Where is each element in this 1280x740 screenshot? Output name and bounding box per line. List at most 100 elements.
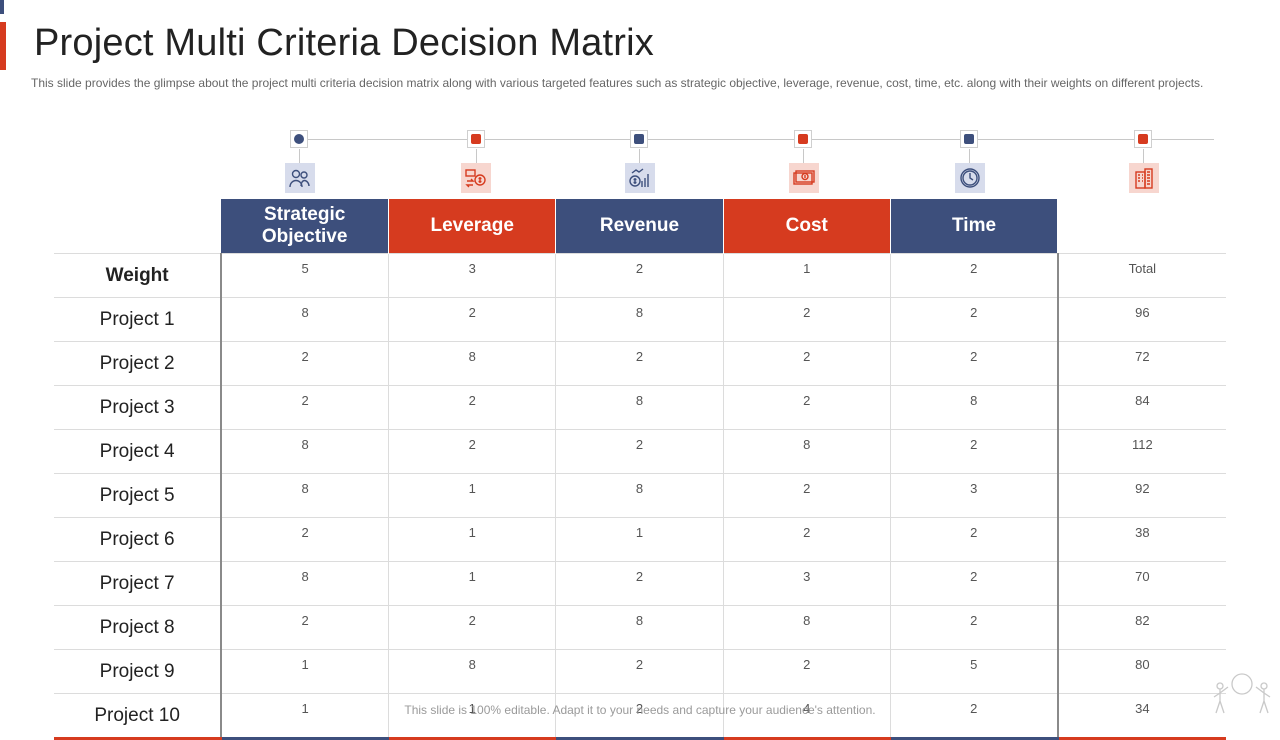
marker-dot [294,134,304,144]
total-cell: 82 [1057,605,1226,650]
score-cell: 2 [723,341,891,386]
score-cell: 3 [890,473,1059,518]
total-cell: 38 [1057,517,1226,562]
score-cell: 2 [723,297,891,342]
score-cell: 8 [221,561,390,606]
project-row: Project 6 2 1 1 2 2 38 [54,517,1226,562]
building-icon [1129,163,1159,193]
people-icon [285,163,315,193]
score-cell: 2 [890,341,1059,386]
total-cell: 96 [1057,297,1226,342]
score-cell: 8 [388,341,557,386]
weight-cell: 1 [723,253,891,298]
marker-square [471,134,481,144]
score-cell: 5 [890,649,1059,694]
timeline-marker [290,130,308,148]
criteria-header-row: Strategic Objective Leverage Revenue Cos… [54,199,1226,254]
score-cell: 2 [555,649,724,694]
header-blank [1058,199,1226,254]
timeline-connector [476,149,477,163]
score-cell: 2 [555,341,724,386]
score-cell: 2 [221,341,390,386]
criterion-header: Revenue [555,199,724,254]
weight-row: Weight 5 3 2 1 2 Total [54,253,1226,298]
timeline-marker [1134,130,1152,148]
score-cell: 1 [388,561,557,606]
total-cell: 112 [1057,429,1226,474]
total-cell: 72 [1057,341,1226,386]
score-cell: 1 [388,517,557,562]
score-cell: 2 [221,605,390,650]
score-cell: 8 [555,473,724,518]
score-cell: 2 [555,561,724,606]
total-cell: 70 [1057,561,1226,606]
score-cell: 2 [221,517,390,562]
weight-cell: 5 [221,253,390,298]
score-cell: 8 [221,429,390,474]
slide-title: Project Multi Criteria Decision Matrix [34,22,654,64]
total-cell: 80 [1057,649,1226,694]
row-label: Project 1 [54,297,223,342]
score-cell: 2 [723,385,891,430]
project-row: Project 8 2 2 8 8 2 82 [54,605,1226,650]
timeline-marker [960,130,978,148]
score-cell: 2 [388,429,557,474]
project-row: Project 2 2 8 2 2 2 72 [54,341,1226,386]
decision-matrix-table: Strategic Objective Leverage Revenue Cos… [54,199,1226,740]
score-cell: 8 [388,649,557,694]
score-cell: 1 [555,517,724,562]
row-label: Project 2 [54,341,223,386]
slide-subtitle: This slide provides the glimpse about th… [31,76,1204,90]
people-decoration-icon [1213,673,1271,714]
marker-square [1138,134,1148,144]
score-cell: 2 [388,605,557,650]
timeline-connector [639,149,640,163]
timeline-connector [803,149,804,163]
criterion-header: Leverage [388,199,557,254]
score-cell: 2 [890,297,1059,342]
row-label: Project 6 [54,517,223,562]
marker-square [634,134,644,144]
score-cell: 3 [723,561,891,606]
score-cell: 1 [388,473,557,518]
row-label: Project 4 [54,429,223,474]
money-exchange-icon [461,163,491,193]
score-cell: 8 [555,297,724,342]
criterion-header: Time [890,199,1059,254]
weight-cell: 3 [388,253,557,298]
project-row: Project 9 1 8 2 2 5 80 [54,649,1226,694]
score-cell: 2 [723,517,891,562]
timeline-line [300,139,1214,140]
row-label: Project 9 [54,649,223,694]
header-blank [54,199,221,254]
project-row: Project 1 8 2 8 2 2 96 [54,297,1226,342]
score-cell: 2 [890,561,1059,606]
marker-square [798,134,808,144]
project-row: Project 4 8 2 2 8 2 112 [54,429,1226,474]
score-cell: 8 [555,385,724,430]
score-cell: 2 [890,517,1059,562]
row-label: Project 3 [54,385,223,430]
criterion-header: Cost [723,199,891,254]
score-cell: 2 [890,429,1059,474]
weight-cell: 2 [890,253,1059,298]
title-accent-bar [0,22,6,70]
row-label: Weight [54,253,223,298]
score-cell: 8 [723,605,891,650]
score-cell: 1 [221,649,390,694]
row-label: Project 8 [54,605,223,650]
top-accent-bar [0,0,4,14]
score-cell: 2 [388,385,557,430]
criterion-header: Strategic Objective [221,199,390,254]
score-cell: 8 [890,385,1059,430]
revenue-chart-icon [625,163,655,193]
cash-icon [789,163,819,193]
score-cell: 2 [388,297,557,342]
score-cell: 2 [555,429,724,474]
score-cell: 8 [221,473,390,518]
total-header: Total [1057,253,1226,298]
score-cell: 8 [723,429,891,474]
marker-square [964,134,974,144]
timeline-marker [794,130,812,148]
score-cell: 2 [221,385,390,430]
